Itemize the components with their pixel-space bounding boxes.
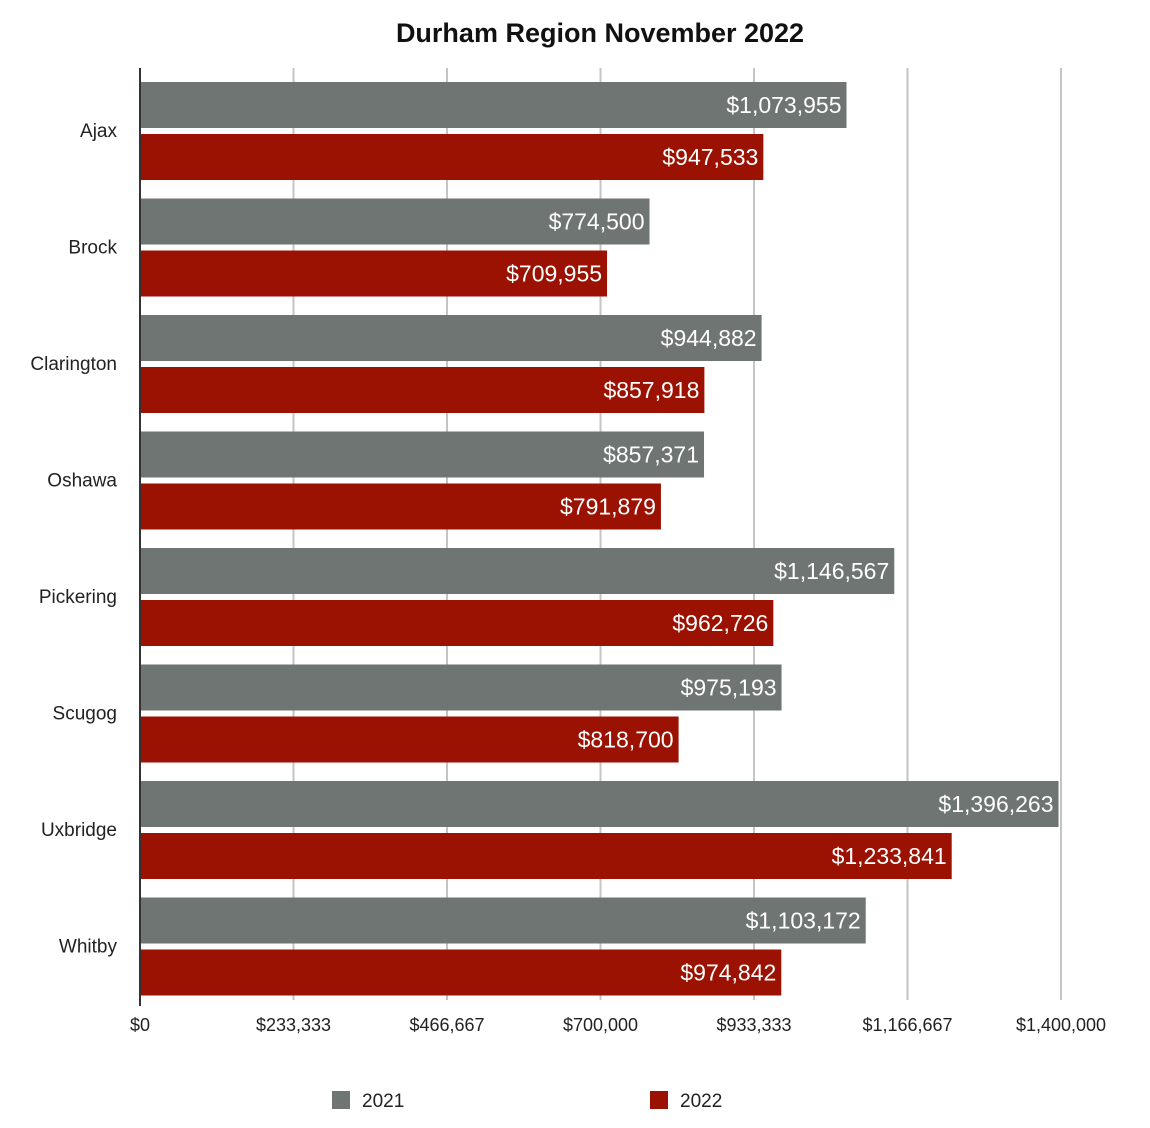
bar-value-label: $1,233,841 (832, 843, 947, 869)
bar-value-label: $1,073,955 (726, 92, 841, 118)
bar-value-label: $1,103,172 (746, 908, 861, 934)
axes: $0 $233,333 $466,667 $700,000 $933,333 $1,166… (30, 68, 1106, 1035)
category-label: Pickering (39, 587, 117, 608)
bar-value-label: $975,193 (681, 675, 777, 701)
x-tick-label: $1,400,000 (1016, 1015, 1106, 1035)
bar-value-label: $947,533 (662, 144, 758, 170)
x-tick-label: $466,667 (409, 1015, 484, 1035)
category-label: Uxbridge (41, 820, 117, 841)
legend: 2021 2022 (332, 1091, 722, 1112)
bar-2022-scugog (140, 716, 679, 763)
x-tick-label: $1,166,667 (862, 1015, 952, 1035)
bar-2022-pickering (140, 600, 774, 646)
bar-2021-uxbridge (140, 781, 1059, 827)
legend-label-2022: 2022 (680, 1091, 722, 1112)
bar-value-label: $1,146,567 (774, 558, 889, 584)
bar-value-label: $974,842 (680, 960, 776, 986)
legend-swatch-2022 (650, 1091, 668, 1109)
bar-2021-brock (140, 198, 650, 245)
bar-value-label: $818,700 (578, 727, 674, 753)
bar-2021-whitby (140, 897, 866, 944)
bar-2021-scugog (140, 664, 782, 711)
bars: $1,073,955 $947,533 $774,500 $709,955 $944,8… (140, 82, 1059, 996)
bar-value-label: $857,371 (603, 442, 699, 468)
category-label: Clarington (30, 354, 117, 375)
x-tick-label: $700,000 (563, 1015, 638, 1035)
x-tick-label: $933,333 (716, 1015, 791, 1035)
category-label: Oshawa (47, 471, 117, 492)
legend-label-2021: 2021 (362, 1091, 404, 1112)
bar-2021-oshawa (140, 431, 705, 478)
x-tick-label: $233,333 (256, 1015, 331, 1035)
bar-2022-clarington (140, 367, 705, 413)
bar-2021-ajax (140, 82, 847, 128)
x-tick-label: $0 (130, 1015, 150, 1035)
category-label: Brock (68, 238, 117, 259)
bar-value-label: $1,396,263 (938, 791, 1053, 817)
bar-2022-brock (140, 250, 608, 297)
bar-value-label: $857,918 (603, 377, 699, 403)
bar-value-label: $774,500 (549, 209, 645, 235)
bar-value-label: $962,726 (672, 610, 768, 636)
category-label: Ajax (80, 121, 117, 142)
bar-2022-oshawa (140, 483, 661, 530)
bar-2022-ajax (140, 134, 764, 180)
bar-2022-uxbridge (140, 833, 952, 879)
bar-value-label: $709,955 (506, 261, 602, 287)
legend-swatch-2021 (332, 1091, 350, 1109)
bar-value-label: $944,882 (661, 325, 757, 351)
bar-2022-whitby (140, 949, 782, 996)
bar-value-label: $791,879 (560, 494, 656, 520)
category-label: Scugog (53, 704, 117, 725)
bar-2021-pickering (140, 548, 895, 594)
bar-2021-clarington (140, 315, 762, 361)
category-label: Whitby (59, 937, 118, 958)
chart-title: Durham Region November 2022 (396, 18, 804, 48)
